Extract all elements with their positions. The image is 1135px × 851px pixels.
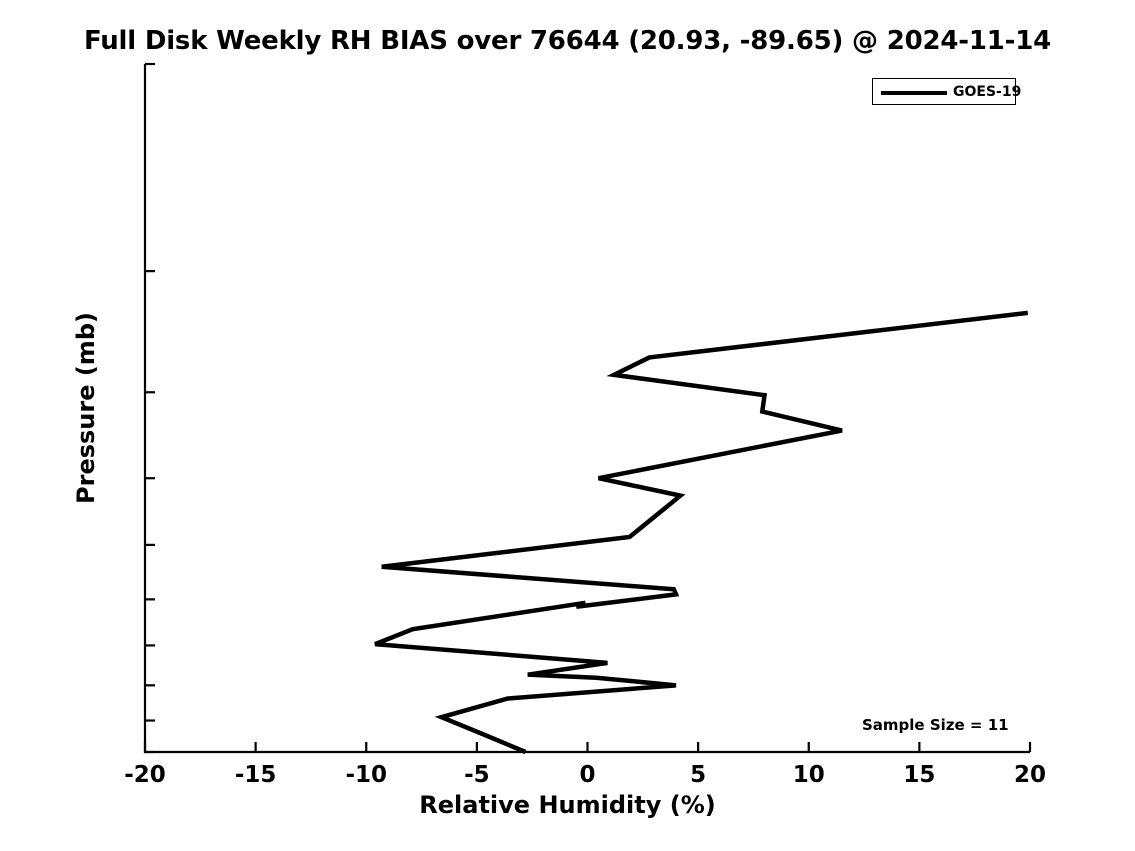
page-title: Full Disk Weekly RH BIAS over 76644 (20.… (83, 26, 1051, 56)
x-tick-label: 10 (792, 762, 825, 788)
x-tick-label: 20 (1013, 762, 1046, 788)
x-tick-label: 0 (579, 762, 596, 788)
legend-label-goes19: GOES-19 (953, 84, 1022, 100)
x-tick-label: 15 (903, 762, 936, 788)
sample-size-annotation: Sample Size = 11 (862, 716, 1009, 734)
x-tick-label: -20 (124, 762, 166, 788)
x-tick-label: -15 (234, 762, 277, 788)
y-axis-tick-labels: 1002003004005006007008009001000 (0, 0, 138, 851)
legend-line-swatch (881, 91, 947, 95)
x-tick-label: -5 (464, 762, 490, 788)
legend: GOES-19 (872, 78, 1021, 105)
x-tick-label: 5 (690, 762, 707, 788)
x-axis-title: Relative Humidity (%) (419, 791, 716, 819)
y-axis-title: Pressure (mb) (72, 312, 100, 504)
x-tick-label: -10 (345, 762, 388, 788)
